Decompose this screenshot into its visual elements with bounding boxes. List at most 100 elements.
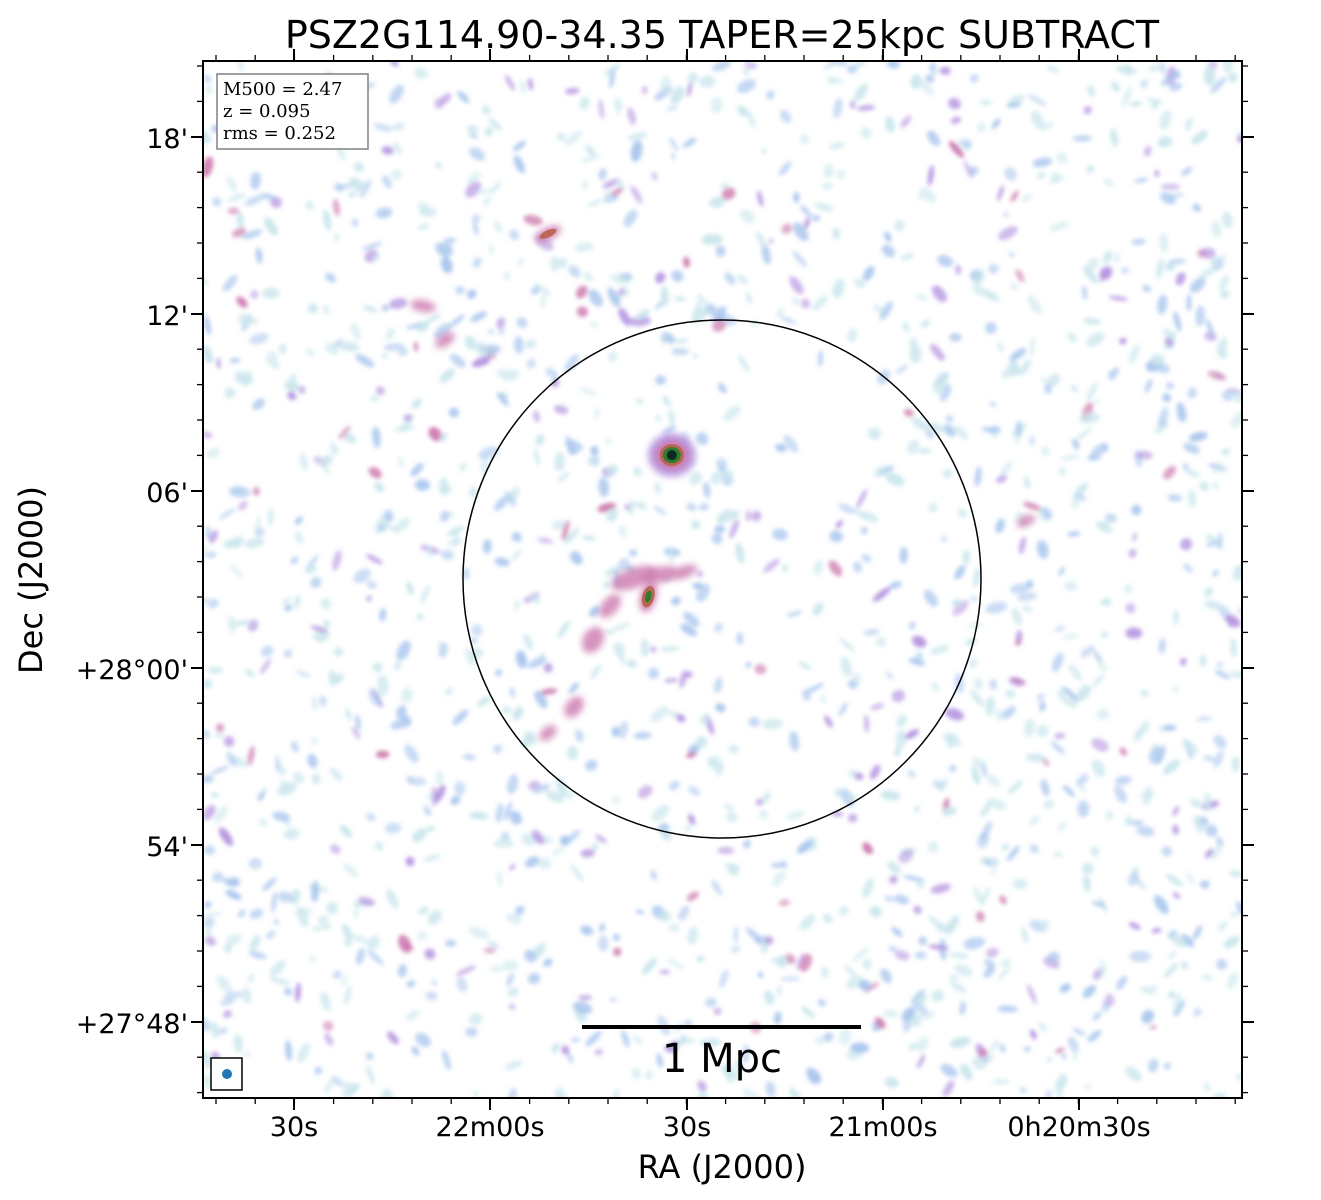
noise-blob — [844, 964, 857, 977]
noise-blob — [768, 238, 774, 244]
noise-blob — [203, 345, 213, 364]
noise-blob — [393, 141, 402, 155]
noise-blob — [929, 645, 949, 655]
noise-blob — [885, 472, 905, 487]
noise-blob — [954, 425, 969, 440]
noise-blob — [997, 341, 1004, 353]
noise-blob — [529, 593, 541, 605]
noise-blob — [581, 154, 600, 163]
noise-blob — [626, 659, 638, 668]
noise-blob — [228, 486, 251, 498]
noise-blob — [1237, 608, 1242, 614]
noise-blob — [745, 927, 762, 943]
noise-blob — [908, 657, 926, 666]
noise-blob — [1041, 507, 1053, 520]
noise-blob — [236, 296, 248, 308]
noise-blob — [609, 997, 617, 1002]
noise-blob — [589, 321, 598, 328]
noise-blob — [955, 264, 962, 275]
noise-blob — [651, 172, 658, 181]
noise-blob — [590, 445, 599, 456]
noise-blob — [299, 452, 308, 471]
noise-blob — [1169, 82, 1183, 91]
noise-blob — [1203, 66, 1216, 86]
noise-blob — [989, 679, 998, 691]
noise-blob — [1051, 652, 1064, 672]
noise-blob — [572, 1001, 593, 1014]
noise-blob — [824, 62, 835, 70]
noise-blob — [862, 878, 874, 898]
source-core — [644, 590, 652, 603]
noise-blob — [205, 525, 211, 540]
noise-blob — [972, 757, 986, 769]
noise-blob — [423, 853, 441, 863]
noise-blob — [328, 669, 336, 688]
noise-blob — [954, 565, 966, 580]
noise-blob — [670, 86, 685, 105]
noise-blob — [468, 1013, 483, 1026]
noise-blob — [627, 502, 635, 516]
noise-blob — [950, 116, 962, 124]
noise-blob — [1008, 360, 1021, 377]
noise-blob — [311, 880, 319, 903]
noise-blob — [512, 706, 524, 721]
noise-blob — [526, 358, 536, 369]
noise-blob — [611, 187, 623, 197]
noise-blob — [943, 424, 956, 437]
noise-blob — [1054, 1047, 1065, 1054]
noise-blob — [561, 1045, 570, 1055]
noise-blob — [449, 314, 465, 328]
noise-blob — [260, 645, 274, 657]
noise-blob — [293, 771, 305, 784]
noise-blob — [938, 777, 948, 792]
noise-blob — [275, 755, 280, 773]
noise-blob — [1153, 427, 1164, 435]
noise-blob — [455, 286, 465, 295]
x-tick-labels: 30s 22m00s 30s 21m00s 0h20m30s — [270, 1112, 1151, 1143]
noise-blob — [927, 165, 934, 186]
noise-blob — [784, 953, 796, 964]
noise-blob — [1136, 878, 1146, 890]
noise-blob — [1148, 1058, 1159, 1073]
noise-blob — [574, 729, 584, 743]
noise-blob — [1054, 1080, 1063, 1098]
noise-blob — [894, 219, 905, 232]
noise-blob — [383, 343, 405, 351]
noise-blob — [1181, 934, 1195, 948]
noise-blob — [715, 703, 726, 713]
noise-blob — [924, 589, 938, 607]
noise-blob — [493, 839, 515, 848]
noise-blob — [477, 696, 491, 707]
noise-blob — [907, 439, 920, 455]
noise-blob — [512, 140, 526, 152]
noise-blob — [678, 905, 690, 921]
noise-blob — [465, 647, 475, 668]
noise-blob — [1173, 311, 1182, 332]
noise-blob — [1029, 436, 1035, 446]
noise-blob — [857, 104, 876, 111]
noise-blob — [381, 352, 388, 360]
noise-blob — [342, 923, 353, 941]
noise-blob — [1213, 734, 1227, 749]
noise-blob — [472, 356, 491, 368]
noise-blob — [745, 662, 752, 668]
noise-blob — [654, 482, 661, 495]
noise-blob — [1124, 62, 1131, 77]
noise-blob — [679, 670, 687, 688]
noise-blob — [551, 846, 566, 856]
extended-emission — [539, 725, 557, 741]
noise-blob — [295, 982, 301, 1003]
noise-blob — [533, 447, 540, 467]
noise-blob — [1041, 446, 1050, 456]
noise-blob — [632, 1035, 643, 1045]
noise-blob — [469, 486, 478, 499]
noise-blob — [1187, 387, 1197, 399]
noise-blob — [248, 951, 267, 960]
noise-blob — [271, 891, 277, 913]
noise-blob — [916, 1011, 936, 1020]
noise-blob — [250, 290, 259, 299]
noise-blob — [714, 525, 726, 534]
noise-blob — [976, 121, 986, 133]
noise-blob — [310, 625, 329, 633]
noise-blob — [203, 845, 216, 855]
